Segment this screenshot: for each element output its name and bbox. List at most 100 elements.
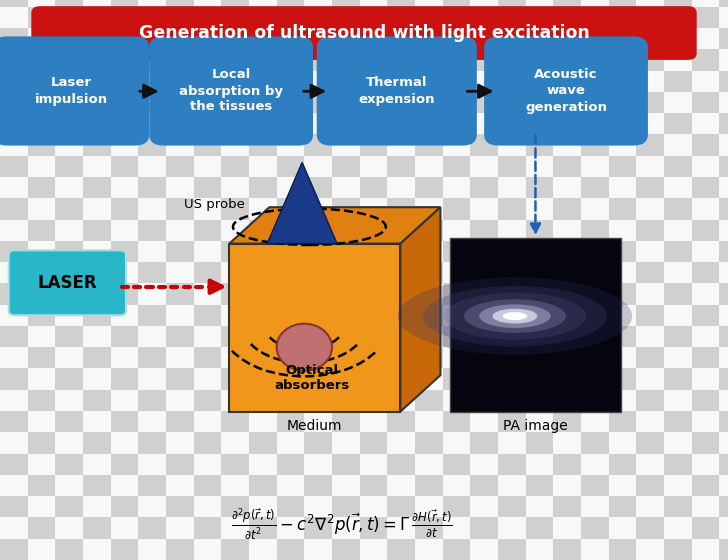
Bar	[55, 7, 83, 28]
Bar	[609, 49, 636, 71]
Bar	[415, 283, 443, 305]
Bar	[498, 156, 526, 177]
Bar	[692, 283, 719, 305]
Bar	[304, 177, 332, 198]
Bar	[221, 92, 249, 113]
Bar	[470, 49, 498, 71]
Bar	[360, 0, 387, 7]
Text: US probe: US probe	[184, 198, 245, 211]
Bar	[664, 539, 692, 560]
Bar	[0, 71, 28, 92]
Bar	[111, 262, 138, 283]
FancyBboxPatch shape	[484, 36, 648, 146]
Bar	[55, 517, 83, 539]
Bar	[166, 517, 194, 539]
Bar	[526, 283, 553, 305]
Bar	[166, 156, 194, 177]
Bar	[692, 326, 719, 347]
Bar	[636, 454, 664, 475]
Bar	[111, 368, 138, 390]
Bar	[83, 0, 111, 7]
Bar	[498, 496, 526, 517]
Bar	[55, 411, 83, 432]
Bar	[138, 432, 166, 454]
Bar	[636, 92, 664, 113]
Bar	[360, 113, 387, 134]
Bar	[277, 7, 304, 28]
Bar	[553, 198, 581, 220]
Bar	[415, 347, 443, 368]
Bar	[443, 0, 470, 7]
Bar	[526, 241, 553, 262]
Bar	[304, 390, 332, 411]
Bar	[166, 347, 194, 368]
Bar	[526, 390, 553, 411]
Bar	[304, 262, 332, 283]
Bar	[138, 496, 166, 517]
Bar	[166, 432, 194, 454]
Bar	[111, 28, 138, 49]
Bar	[553, 49, 581, 71]
Bar	[636, 283, 664, 305]
Bar	[221, 454, 249, 475]
Bar	[83, 134, 111, 156]
Bar	[553, 156, 581, 177]
Bar	[636, 241, 664, 262]
Bar	[166, 177, 194, 198]
Bar	[498, 305, 526, 326]
Bar	[692, 347, 719, 368]
Bar	[692, 134, 719, 156]
Bar	[415, 368, 443, 390]
Bar	[194, 475, 221, 496]
Bar	[636, 71, 664, 92]
Bar	[387, 92, 415, 113]
Bar	[443, 517, 470, 539]
Bar	[194, 517, 221, 539]
Bar	[470, 134, 498, 156]
Bar	[304, 0, 332, 7]
Bar	[221, 539, 249, 560]
Bar	[415, 198, 443, 220]
Bar	[221, 496, 249, 517]
Bar	[277, 262, 304, 283]
Bar	[249, 134, 277, 156]
Bar	[719, 347, 728, 368]
Bar	[249, 496, 277, 517]
Bar	[0, 326, 28, 347]
Bar	[83, 347, 111, 368]
Bar	[194, 177, 221, 198]
Text: Optical
absorbers: Optical absorbers	[274, 364, 349, 392]
Bar	[553, 454, 581, 475]
Bar	[332, 496, 360, 517]
Bar	[277, 475, 304, 496]
Bar	[166, 411, 194, 432]
Bar	[415, 28, 443, 49]
Bar	[636, 475, 664, 496]
Bar	[609, 432, 636, 454]
Bar	[498, 326, 526, 347]
Bar	[221, 368, 249, 390]
Bar	[0, 432, 28, 454]
Bar	[221, 390, 249, 411]
Bar	[553, 305, 581, 326]
Bar	[498, 262, 526, 283]
Bar	[636, 305, 664, 326]
Bar	[332, 432, 360, 454]
Bar	[138, 454, 166, 475]
Bar	[277, 454, 304, 475]
Bar	[304, 454, 332, 475]
Bar	[581, 326, 609, 347]
Polygon shape	[267, 162, 337, 244]
Bar	[221, 283, 249, 305]
Bar	[304, 475, 332, 496]
Bar	[553, 347, 581, 368]
Bar	[443, 390, 470, 411]
Bar	[111, 454, 138, 475]
Bar	[526, 134, 553, 156]
Bar	[28, 134, 55, 156]
Bar	[83, 283, 111, 305]
Bar	[28, 7, 55, 28]
Bar	[194, 326, 221, 347]
Bar	[0, 241, 28, 262]
Bar	[138, 347, 166, 368]
